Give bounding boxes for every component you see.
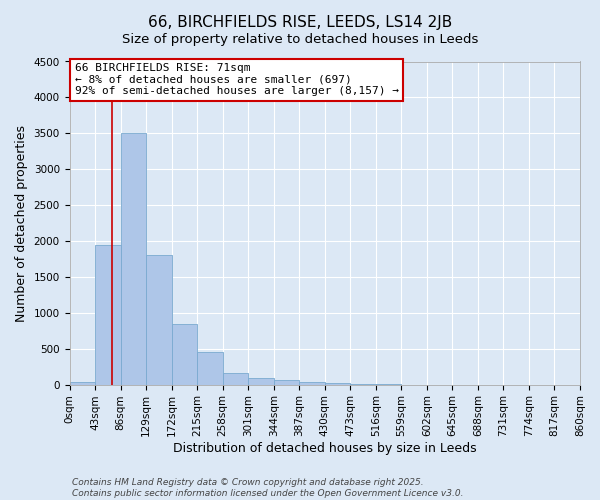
Bar bbox=[146, 256, 172, 384]
Bar bbox=[248, 378, 274, 384]
Text: 66, BIRCHFIELDS RISE, LEEDS, LS14 2JB: 66, BIRCHFIELDS RISE, LEEDS, LS14 2JB bbox=[148, 15, 452, 30]
Bar bbox=[70, 382, 95, 384]
Bar bbox=[299, 382, 325, 384]
X-axis label: Distribution of detached houses by size in Leeds: Distribution of detached houses by size … bbox=[173, 442, 476, 455]
Y-axis label: Number of detached properties: Number of detached properties bbox=[15, 124, 28, 322]
Bar bbox=[325, 383, 350, 384]
Text: 66 BIRCHFIELDS RISE: 71sqm
← 8% of detached houses are smaller (697)
92% of semi: 66 BIRCHFIELDS RISE: 71sqm ← 8% of detac… bbox=[74, 63, 398, 96]
Bar bbox=[121, 134, 146, 384]
Text: Contains HM Land Registry data © Crown copyright and database right 2025.
Contai: Contains HM Land Registry data © Crown c… bbox=[72, 478, 464, 498]
Text: Size of property relative to detached houses in Leeds: Size of property relative to detached ho… bbox=[122, 32, 478, 46]
Bar bbox=[172, 324, 197, 384]
Bar bbox=[197, 352, 223, 384]
Bar bbox=[274, 380, 299, 384]
Bar bbox=[95, 244, 121, 384]
Bar bbox=[223, 373, 248, 384]
